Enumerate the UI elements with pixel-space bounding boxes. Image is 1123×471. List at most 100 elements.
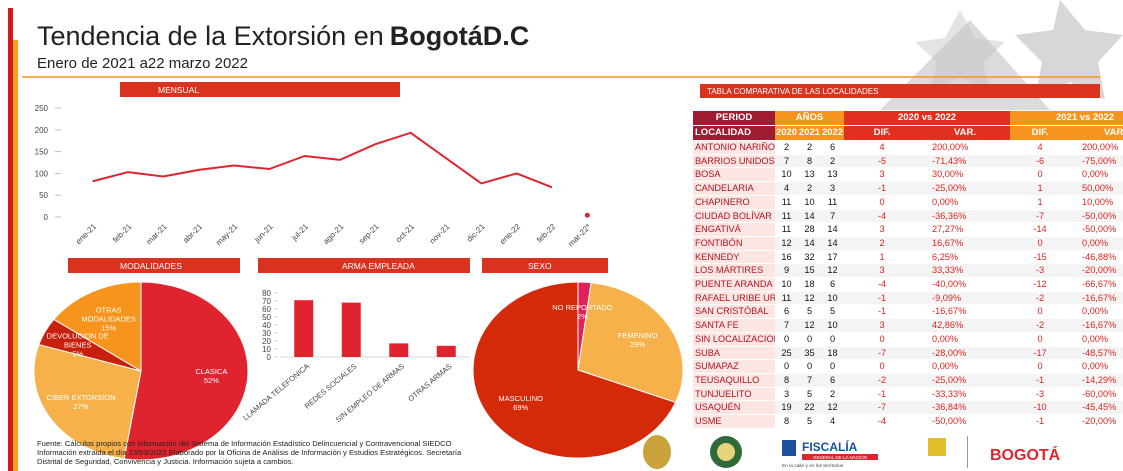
cell: 2 — [821, 154, 845, 169]
logo-fiscalia-mark — [782, 440, 796, 456]
left-bar-red — [8, 8, 13, 471]
cell: -36,36% — [920, 209, 1011, 224]
cell: 0 — [1010, 332, 1071, 347]
cell: 22 — [798, 400, 821, 416]
cell: -1 — [844, 387, 921, 402]
cell: -33,59% — [1070, 428, 1123, 429]
cell: 18 — [821, 346, 845, 361]
table-row: SANTA FE 7 12 10 3 42,86% -2 -16,67% — [693, 318, 1123, 333]
x-tick-label: feb-22 — [535, 222, 558, 245]
cell: 16,67% — [920, 236, 1011, 251]
chart-title: ARMA EMPLEADA — [342, 261, 415, 271]
row-label: BOSA — [693, 167, 775, 183]
cell: -60,00% — [1070, 387, 1123, 402]
cell: 4 — [1010, 140, 1071, 155]
cell: -16,67% — [1070, 291, 1123, 306]
x-tick-label: oct-21 — [394, 222, 416, 244]
table-row: CHAPINERO 11 10 11 0 0,00% 1 10,00% — [693, 195, 1123, 210]
cell: -2 — [1010, 318, 1071, 333]
x-tick-label: may-21 — [214, 222, 240, 248]
cell: 11 — [775, 291, 798, 306]
cell: 7 — [775, 154, 798, 169]
cell: -1 — [1010, 373, 1071, 388]
row-label: ANTONIO NARIÑO — [693, 140, 775, 155]
pie-slice — [123, 281, 249, 461]
row-label: RAFAEL URIBE URIBE — [693, 291, 775, 306]
table-row: LOS MÁRTIRES 9 15 12 3 33,33% -3 -20,00% — [693, 263, 1123, 279]
cell: 200,00% — [1070, 140, 1123, 155]
row-label: PUENTE ARANDA — [693, 277, 775, 292]
cell: -2 — [1010, 291, 1071, 306]
footer-line: Información extraida el día 23/03/2022 E… — [37, 448, 462, 457]
cell: 6,25% — [920, 250, 1011, 265]
column-header: 2021 — [798, 125, 821, 141]
pie-label: NO REPORTADO 2% — [547, 303, 617, 321]
cell: 14 — [798, 236, 821, 251]
cell: -16,67% — [920, 304, 1011, 320]
logo-shield — [643, 435, 671, 469]
cell: -7 — [844, 346, 921, 361]
cell: -50,00% — [1070, 209, 1123, 224]
cell: 200,00% — [920, 140, 1011, 155]
group-header: 2020 vs 2022 — [844, 111, 1011, 126]
x-tick-label: mar-21 — [144, 222, 169, 247]
group-header-row: PERIOD AÑOS 2020 vs 2022 2021 vs 2022 — [693, 111, 1123, 126]
row-label: LOS MÁRTIRES — [693, 263, 775, 279]
cell: 32 — [798, 250, 821, 265]
cell: 0 — [844, 332, 921, 347]
pie-label-category: OTRAS MODALIDADES — [81, 305, 136, 324]
cell: -12 — [1010, 277, 1071, 292]
title-place: BogotáD.C — [390, 21, 529, 51]
cell: -20,00% — [1070, 414, 1123, 429]
cell: 3 — [844, 263, 921, 279]
row-label: KENNEDY — [693, 250, 775, 265]
x-tick-label: ago-21 — [321, 222, 345, 246]
row-label: ENGATIVÁ — [693, 222, 775, 237]
y-tick-label: 50 — [262, 313, 271, 322]
group-header: AÑOS — [775, 111, 845, 126]
table-row: SIN LOCALIZACION 0 0 0 0 0,00% 0 0,00% — [693, 332, 1123, 347]
pie-label-category: MASCULINO — [498, 393, 543, 403]
cell: 18 — [798, 277, 821, 292]
cell: 7 — [775, 318, 798, 333]
row-label: USAQUÉN — [693, 400, 775, 416]
cell: 28 — [798, 222, 821, 237]
y-tick-label: 70 — [262, 297, 271, 306]
group-header: PERIOD — [693, 111, 775, 126]
y-tick-label: 60 — [262, 305, 271, 314]
cell: 0 — [844, 195, 921, 210]
cell: 6 — [821, 373, 845, 388]
cell: 10 — [798, 195, 821, 210]
table-row: USAQUÉN 19 22 12 -7 -36,84% -10 -45,45% — [693, 400, 1123, 416]
x-tick-label: dic-21 — [465, 222, 487, 244]
bar — [294, 300, 314, 357]
cell: 12 — [798, 291, 821, 306]
x-tick-label: LLAMADA TELEFONICA — [241, 362, 311, 423]
row-label: SAN CRISTÓBAL — [693, 304, 775, 320]
table-row: SUBA 25 35 18 -7 -28,00% -17 -48,57% — [693, 346, 1123, 361]
left-bar-orange — [13, 40, 18, 471]
cell: 1 — [844, 250, 921, 265]
cell: 11 — [775, 195, 798, 210]
table-row: BARRIOS UNIDOS 7 8 2 -5 -71,43% -6 -75,00% — [693, 154, 1123, 169]
cell: 30,00% — [920, 167, 1011, 183]
cell: 259 — [798, 428, 821, 429]
pie-label: DEVOLUCION DE BIENES 5% — [43, 331, 113, 358]
cell: 16 — [775, 250, 798, 265]
table-row: KENNEDY 16 32 17 1 6,25% -15 -46,88% — [693, 250, 1123, 265]
cell: 17 — [821, 250, 845, 265]
pie-slice — [33, 343, 142, 460]
cell: 12 — [798, 318, 821, 333]
data-line — [92, 131, 553, 189]
y-tick-label: 200 — [35, 126, 49, 135]
cell: -46,88% — [1070, 250, 1123, 265]
x-tick-label: sep-21 — [357, 222, 381, 246]
cell: 10 — [775, 277, 798, 292]
cell: 190 — [775, 428, 798, 429]
cell: 6 — [775, 304, 798, 320]
row-label: USME — [693, 414, 775, 429]
cell: -66,67% — [1070, 277, 1123, 292]
pie-label-value: 29% — [630, 340, 646, 350]
cell: 10 — [821, 291, 845, 306]
